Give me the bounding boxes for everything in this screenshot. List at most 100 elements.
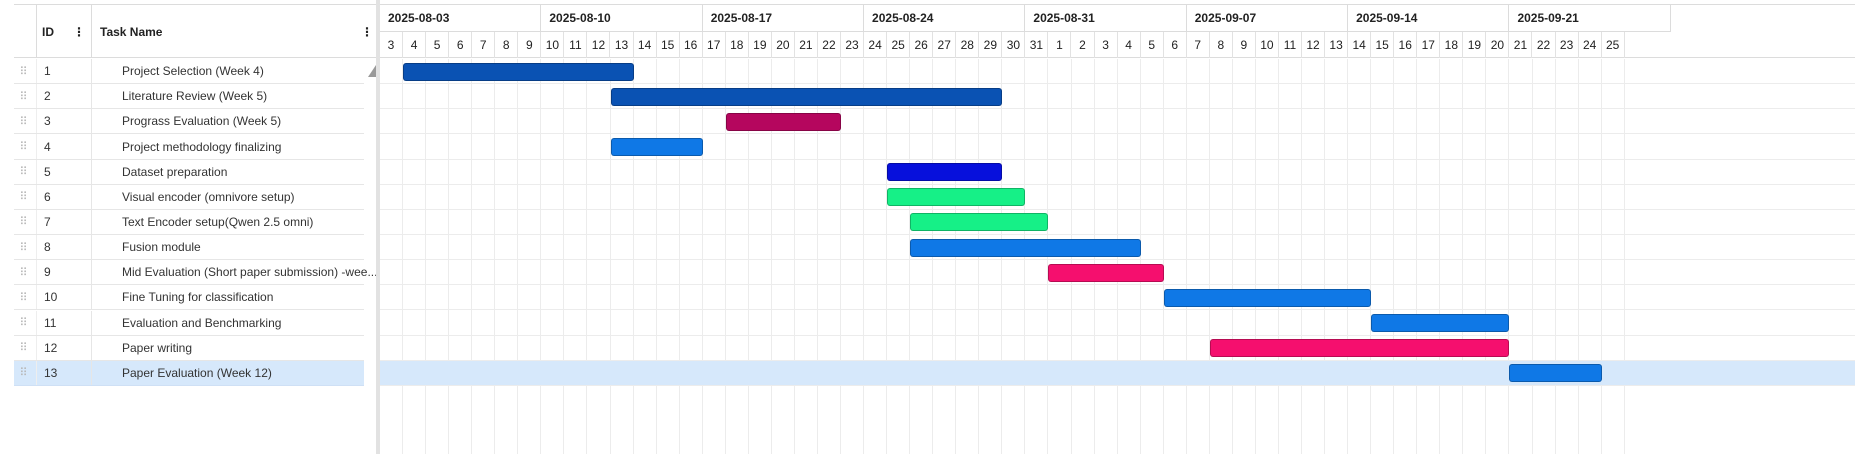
timeline-row[interactable] bbox=[380, 311, 1855, 336]
task-bar[interactable] bbox=[910, 213, 1049, 232]
drag-handle-icon[interactable]: ⠿ bbox=[19, 216, 27, 229]
day-gridline bbox=[678, 59, 680, 454]
drag-handle-icon[interactable]: ⠿ bbox=[19, 241, 27, 254]
timeline-row[interactable] bbox=[380, 59, 1855, 85]
column-header-task-name[interactable]: Task Name bbox=[100, 5, 350, 58]
grid-timeline-splitter[interactable] bbox=[376, 0, 380, 454]
task-bar[interactable] bbox=[1163, 288, 1372, 307]
day-header: 25 bbox=[887, 32, 911, 58]
table-row[interactable]: ⠿ 10 Fine Tuning for classification bbox=[14, 285, 364, 311]
resize-handle-icon[interactable] bbox=[368, 65, 376, 77]
day-header: 5 bbox=[426, 32, 450, 58]
timeline-row[interactable] bbox=[380, 185, 1855, 210]
table-row[interactable]: ⠿ 13 Paper Evaluation (Week 12) bbox=[14, 360, 364, 386]
day-header: 27 bbox=[933, 32, 957, 58]
table-row[interactable]: ⠿ 12 Paper writing bbox=[14, 335, 364, 361]
task-bar[interactable] bbox=[910, 238, 1141, 257]
timeline-row[interactable] bbox=[380, 360, 1855, 386]
table-row[interactable]: ⠿ 1 Project Selection (Week 4) bbox=[14, 59, 364, 85]
task-bar[interactable] bbox=[610, 87, 1003, 106]
timeline-row[interactable] bbox=[380, 285, 1855, 311]
day-header: 17 bbox=[703, 32, 726, 58]
day-header: 29 bbox=[979, 32, 1003, 58]
day-gridline bbox=[1623, 59, 1625, 454]
task-name-cell[interactable]: Paper writing bbox=[122, 340, 193, 355]
timeline-row[interactable] bbox=[380, 134, 1855, 160]
task-name-cell[interactable]: Fusion module bbox=[122, 240, 201, 255]
day-header: 31 bbox=[1025, 32, 1049, 58]
day-header: 30 bbox=[1002, 32, 1026, 58]
day-header: 10 bbox=[1256, 32, 1279, 58]
task-name-cell[interactable]: Paper Evaluation (Week 12) bbox=[122, 365, 272, 380]
task-id-cell: 8 bbox=[44, 240, 51, 255]
drag-handle-icon[interactable]: ⠿ bbox=[19, 166, 27, 179]
task-name-cell[interactable]: Dataset preparation bbox=[122, 164, 228, 179]
table-row[interactable]: ⠿ 9 Mid Evaluation (Short paper submission… bbox=[14, 260, 377, 286]
drag-handle-icon[interactable]: ⠿ bbox=[19, 191, 27, 204]
task-bar[interactable] bbox=[725, 112, 841, 131]
column-menu-icon[interactable]: ⋮ bbox=[361, 24, 373, 39]
day-header: 20 bbox=[1486, 32, 1510, 58]
day-header: 3 bbox=[380, 32, 404, 58]
task-name-cell[interactable]: Prograss Evaluation (Week 5) bbox=[122, 114, 282, 129]
table-row[interactable]: ⠿ 3 Prograss Evaluation (Week 5) bbox=[14, 109, 364, 135]
day-gridline bbox=[1185, 59, 1187, 454]
task-id-cell: 7 bbox=[44, 214, 51, 229]
task-name-cell[interactable]: Mid Evaluation (Short paper submission) … bbox=[122, 265, 378, 280]
timeline-row[interactable] bbox=[380, 235, 1855, 261]
table-row[interactable]: ⠿ 5 Dataset preparation bbox=[14, 159, 364, 185]
drag-handle-icon[interactable]: ⠿ bbox=[19, 291, 27, 304]
column-menu-icon[interactable]: ⋮ bbox=[73, 24, 85, 39]
day-gridline bbox=[425, 59, 427, 454]
day-header: 22 bbox=[1533, 32, 1556, 58]
drag-handle-icon[interactable]: ⠿ bbox=[19, 90, 27, 103]
task-bar[interactable] bbox=[887, 188, 1026, 207]
timeline-row[interactable] bbox=[380, 84, 1855, 110]
day-header: 12 bbox=[587, 32, 611, 58]
day-header: 21 bbox=[795, 32, 818, 58]
day-header: 14 bbox=[634, 32, 657, 58]
day-header: 21 bbox=[1509, 32, 1533, 58]
day-header: 6 bbox=[449, 32, 473, 58]
task-bar[interactable] bbox=[403, 62, 634, 81]
timeline-body bbox=[380, 59, 1855, 454]
timeline-row[interactable] bbox=[380, 336, 1855, 361]
task-name-cell[interactable]: Project methodology finalizing bbox=[122, 139, 282, 154]
task-bar[interactable] bbox=[1509, 364, 1602, 383]
task-name-cell[interactable]: Evaluation and Benchmarking bbox=[122, 315, 282, 330]
drag-handle-icon[interactable]: ⠿ bbox=[19, 367, 27, 380]
task-bar[interactable] bbox=[887, 163, 1003, 182]
drag-handle-icon[interactable]: ⠿ bbox=[19, 266, 27, 279]
timeline-row[interactable] bbox=[380, 260, 1855, 286]
task-bar[interactable] bbox=[1048, 263, 1164, 282]
drag-handle-icon[interactable]: ⠿ bbox=[19, 141, 27, 153]
task-bar[interactable] bbox=[1371, 314, 1510, 333]
table-row[interactable]: ⠿ 7 Text Encoder setup(Qwen 2.5 omni) bbox=[14, 209, 364, 236]
drag-handle-icon[interactable]: ⠿ bbox=[19, 65, 27, 78]
drag-handle-icon[interactable]: ⠿ bbox=[19, 317, 27, 330]
timeline-row[interactable] bbox=[380, 210, 1855, 236]
timeline-row[interactable] bbox=[380, 160, 1855, 185]
timeline-row[interactable] bbox=[380, 109, 1855, 135]
table-row[interactable]: ⠿ 2 Literature Review (Week 5) bbox=[14, 84, 364, 110]
table-row[interactable]: ⠿ 4 Project methodology finalizing bbox=[14, 134, 364, 160]
task-name-cell[interactable]: Project Selection (Week 4) bbox=[122, 64, 264, 79]
day-header: 23 bbox=[1556, 32, 1579, 58]
table-row[interactable]: ⠿ 11 Evaluation and Benchmarking bbox=[14, 310, 364, 336]
task-name-cell[interactable]: Text Encoder setup(Qwen 2.5 omni) bbox=[122, 214, 314, 229]
day-gridline bbox=[1554, 59, 1556, 454]
task-name-cell[interactable]: Fine Tuning for classification bbox=[122, 290, 274, 305]
drag-handle-icon[interactable]: ⠿ bbox=[19, 342, 27, 355]
task-name-cell[interactable]: Visual encoder (omnivore setup) bbox=[122, 189, 295, 204]
day-header: 17 bbox=[1417, 32, 1441, 58]
task-bar[interactable] bbox=[610, 138, 703, 157]
table-row[interactable]: ⠿ 6 Visual encoder (omnivore setup) bbox=[14, 184, 364, 210]
task-name-cell[interactable]: Literature Review (Week 5) bbox=[122, 89, 268, 104]
drag-handle-icon[interactable]: ⠿ bbox=[19, 115, 27, 128]
task-bar[interactable] bbox=[1209, 339, 1510, 358]
column-header-id[interactable]: ID bbox=[42, 5, 92, 58]
week-header: 2025-08-24 bbox=[864, 5, 1026, 32]
table-row[interactable]: ⠿ 8 Fusion module bbox=[14, 235, 364, 261]
day-gridline bbox=[1347, 59, 1349, 454]
